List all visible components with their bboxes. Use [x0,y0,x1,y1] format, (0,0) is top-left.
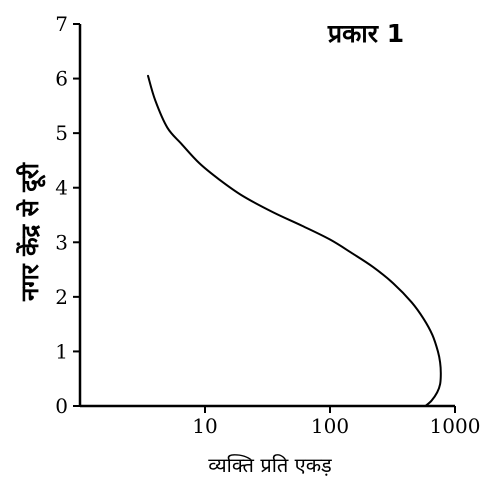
y-tick-label: 7 [55,12,68,36]
axes [78,24,455,408]
series-group [147,74,442,407]
x-axis-label: व्यक्ति प्रति एकड़ [208,453,332,477]
y-tick-label: 6 [55,67,68,91]
y-tick-label: 3 [55,230,68,254]
series-line-0 [147,74,442,407]
x-tick-label: 1000 [430,414,481,438]
x-tick-label: 10 [192,414,217,438]
chart-title: प्रकार 1 [327,19,404,48]
y-tick-label: 4 [55,176,68,200]
y-axis-label: नगर केंद्र से दूरी [16,162,46,302]
y-tick-label: 2 [55,285,68,309]
y-tick-label: 1 [55,339,68,363]
ticks: 0 1 2 3 4 5 6 7 10 100 1000 [55,12,480,438]
y-tick-label: 0 [55,394,68,418]
y-tick-label: 5 [55,121,68,145]
x-tick-label: 100 [311,414,349,438]
